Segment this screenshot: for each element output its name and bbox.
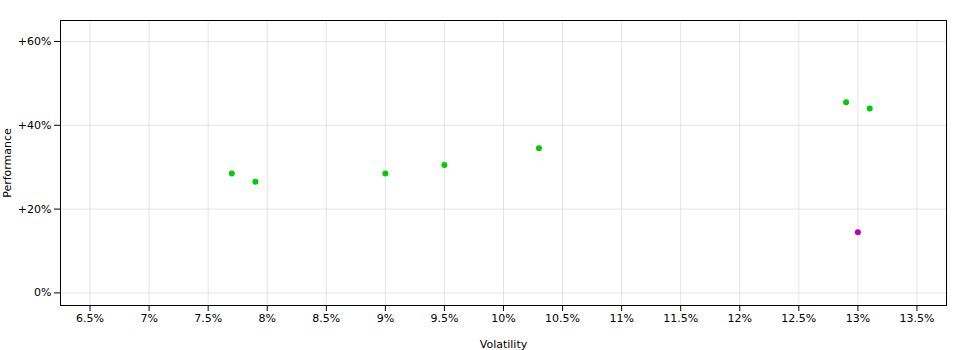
svg-text:+40%: +40% [18,119,52,132]
svg-text:8%: 8% [259,312,276,325]
svg-text:11.5%: 11.5% [663,312,698,325]
svg-text:+20%: +20% [18,203,52,216]
svg-text:10.5%: 10.5% [545,312,580,325]
svg-text:7.5%: 7.5% [194,312,222,325]
svg-text:10%: 10% [491,312,515,325]
svg-text:6.5%: 6.5% [76,312,104,325]
svg-text:7%: 7% [140,312,157,325]
svg-text:13.5%: 13.5% [899,312,934,325]
svg-text:8.5%: 8.5% [312,312,340,325]
svg-text:Performance: Performance [1,128,14,198]
svg-text:12.5%: 12.5% [781,312,816,325]
svg-text:9.5%: 9.5% [430,312,458,325]
svg-text:11%: 11% [609,312,633,325]
svg-text:+60%: +60% [18,35,52,48]
svg-text:13%: 13% [846,312,870,325]
svg-text:0%: 0% [34,286,51,299]
svg-text:9%: 9% [377,312,394,325]
svg-text:Volatility: Volatility [480,338,528,350]
svg-text:12%: 12% [728,312,752,325]
